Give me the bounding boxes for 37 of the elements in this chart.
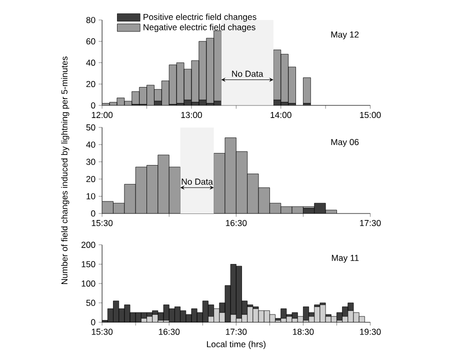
y-tick-label: 50 bbox=[86, 300, 96, 306]
y-tick-label: 40 bbox=[86, 141, 96, 148]
annotation: May 06 bbox=[331, 138, 359, 147]
x-tick-label: 12:00 bbox=[92, 112, 113, 118]
x-tick-label: 16:30 bbox=[226, 220, 247, 226]
legend-label: Positive electric field changes bbox=[144, 14, 256, 22]
annotation: May 12 bbox=[331, 31, 359, 40]
y-tick-label: 0 bbox=[91, 319, 96, 326]
x-tick-label: 14:00 bbox=[270, 112, 292, 118]
x-tick-label: 15:00 bbox=[360, 112, 381, 118]
y-tick-label: 10 bbox=[86, 193, 96, 200]
y-tick-label: 20 bbox=[86, 80, 96, 88]
y-axis-title: Number of field changes induced by lightning per 5-minutes bbox=[61, 56, 70, 284]
legend-label: Negative electric field chages bbox=[144, 24, 256, 32]
annotation: May 11 bbox=[332, 254, 359, 263]
y-tick-label: 40 bbox=[86, 60, 96, 66]
y-tick-label: 0 bbox=[91, 210, 96, 216]
x-tick-label: 18:30 bbox=[293, 328, 314, 335]
y-tick-label: 60 bbox=[86, 38, 96, 44]
y-tick-label: 200 bbox=[82, 242, 96, 248]
y-tick-label: 80 bbox=[86, 16, 96, 23]
band-label: No Data bbox=[232, 70, 264, 77]
y-tick-label: 20 bbox=[86, 176, 96, 182]
x-tick-label: 17:30 bbox=[226, 328, 247, 335]
x-tick-label: 17:30 bbox=[360, 220, 381, 226]
x-tick-label: 19:30 bbox=[360, 328, 381, 335]
x-axis-title: Local time (hrs) bbox=[206, 340, 266, 349]
x-tick-label: 13:00 bbox=[181, 112, 202, 118]
x-tick-label: 15:30 bbox=[92, 328, 113, 335]
y-tick-label: 30 bbox=[86, 158, 96, 165]
y-tick-label: 150 bbox=[82, 261, 96, 268]
y-tick-label: 50 bbox=[86, 124, 96, 130]
x-tick-label: 16:30 bbox=[158, 328, 180, 335]
y-tick-label: 0 bbox=[91, 102, 96, 108]
y-tick-label: 100 bbox=[82, 280, 96, 286]
x-tick-label: 15:30 bbox=[92, 220, 113, 226]
band-label: No Data bbox=[182, 178, 213, 185]
